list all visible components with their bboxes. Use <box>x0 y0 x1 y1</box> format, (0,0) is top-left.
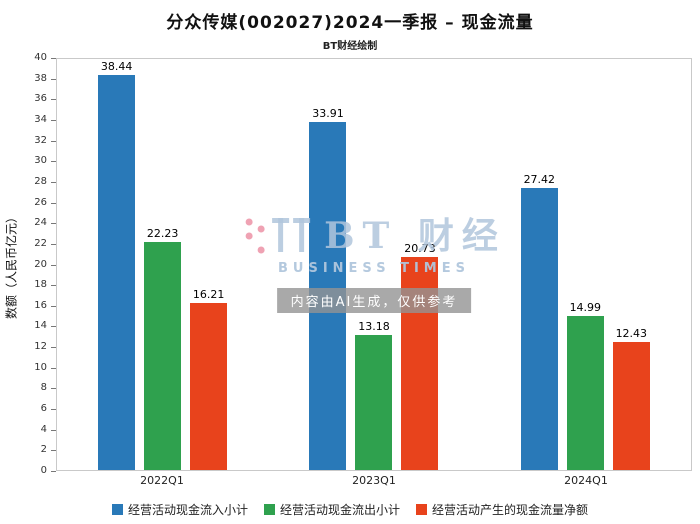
bar-value-label: 13.18 <box>358 319 390 333</box>
bar-value-label: 20.73 <box>404 242 436 255</box>
y-tick-label: 38 <box>34 72 56 84</box>
x-axis-labels: 2022Q1 2023Q1 2024Q1 <box>56 474 692 487</box>
bar: 13.18 <box>355 320 393 470</box>
y-axis: 0 2 4 6 8 10 12 14 16 18 20 22 24 26 28 30 32 34 36 38 40 <box>22 53 57 476</box>
y-tick-label: 0 <box>40 465 57 476</box>
bar: 38.44 <box>98 60 136 470</box>
y-tick-label: 18 <box>34 279 56 291</box>
x-axis-spacer <box>0 474 56 487</box>
bar-value-label: 14.99 <box>569 300 602 314</box>
y-tick-label: 12 <box>34 341 56 353</box>
bar-group: 27.42 14.99 12.43 <box>480 59 691 470</box>
bar: 33.91 <box>309 107 347 470</box>
legend-swatch <box>416 504 427 515</box>
x-axis-label: 2024Q1 <box>564 474 608 487</box>
bar-group: 33.91 13.18 20.73 <box>268 59 479 470</box>
bar: 27.42 <box>520 173 558 470</box>
legend-label: 经营活动产生的现金流量净额 <box>432 503 589 517</box>
y-tick-label: 36 <box>34 93 56 105</box>
bar-value-label: 33.91 <box>312 106 344 120</box>
y-tick-label: 4 <box>40 423 57 435</box>
bar: 16.21 <box>190 288 228 470</box>
y-tick-label: 14 <box>34 320 56 332</box>
legend-label: 经营活动现金流出小计 <box>279 503 400 517</box>
x-axis-label: 2022Q1 <box>140 474 184 487</box>
bar: 14.99 <box>566 301 604 470</box>
bar-value-label: 27.42 <box>523 173 556 187</box>
legend-swatch <box>263 504 275 515</box>
legend-label: 经营活动现金流入小计 <box>127 503 248 517</box>
y-tick-label: 2 <box>40 444 57 456</box>
y-tick-label: 34 <box>34 113 56 125</box>
y-tick-label: 40 <box>34 52 56 63</box>
y-tick-label: 22 <box>34 237 56 249</box>
bar: 20.73 <box>401 242 439 470</box>
legend-item: 经营活动现金流出小计 <box>263 501 400 518</box>
y-tick-label: 10 <box>34 361 56 373</box>
y-tick-label: 32 <box>34 134 56 146</box>
bar-group: 38.44 22.23 16.21 <box>57 59 268 470</box>
y-tick-label: 30 <box>34 155 56 167</box>
y-tick-label: 26 <box>34 196 56 208</box>
y-tick-label: 28 <box>34 175 56 187</box>
bar: 12.43 <box>612 327 650 470</box>
y-tick-label: 24 <box>34 217 56 229</box>
y-tick-label: 20 <box>34 258 56 270</box>
bar: 22.23 <box>144 227 182 470</box>
bar-groups: 38.44 22.23 16.21 33.91 13.18 20.73 27.42 14.99… <box>57 59 691 470</box>
bar-value-label: 38.44 <box>100 60 133 74</box>
bar-value-label: 12.43 <box>615 327 648 341</box>
y-tick-label: 16 <box>34 299 56 311</box>
chart-title: 分众传媒(002027)2024一季报 – 现金流量 <box>166 13 534 33</box>
legend-item: 经营活动现金流入小计 <box>111 501 248 518</box>
chart-subtitle: BT财经绘制 <box>322 41 378 52</box>
y-tick-label: 6 <box>40 403 57 415</box>
y-axis-title: 数额（人民币亿元） <box>4 210 19 319</box>
legend-item: 经营活动产生的现金流量净额 <box>416 501 588 518</box>
y-axis-title-column: 数额（人民币亿元） <box>0 58 22 471</box>
bar-value-label: 16.21 <box>192 288 225 302</box>
legend: 经营活动现金流入小计 经营活动现金流出小计 经营活动产生的现金流量净额 <box>0 501 700 518</box>
x-axis-label: 2023Q1 <box>352 474 396 487</box>
chart-body: 数额（人民币亿元） 0 2 4 6 8 10 12 14 16 18 20 22 24 26 28 30 32 3… <box>0 53 700 476</box>
legend-swatch <box>111 504 123 515</box>
plot-area: 38.44 22.23 16.21 33.91 13.18 20.73 27.42 14.99… <box>56 58 692 471</box>
y-tick-label: 8 <box>40 382 57 394</box>
bar-value-label: 22.23 <box>146 226 179 240</box>
x-axis-row: 2022Q1 2023Q1 2024Q1 <box>0 474 700 487</box>
